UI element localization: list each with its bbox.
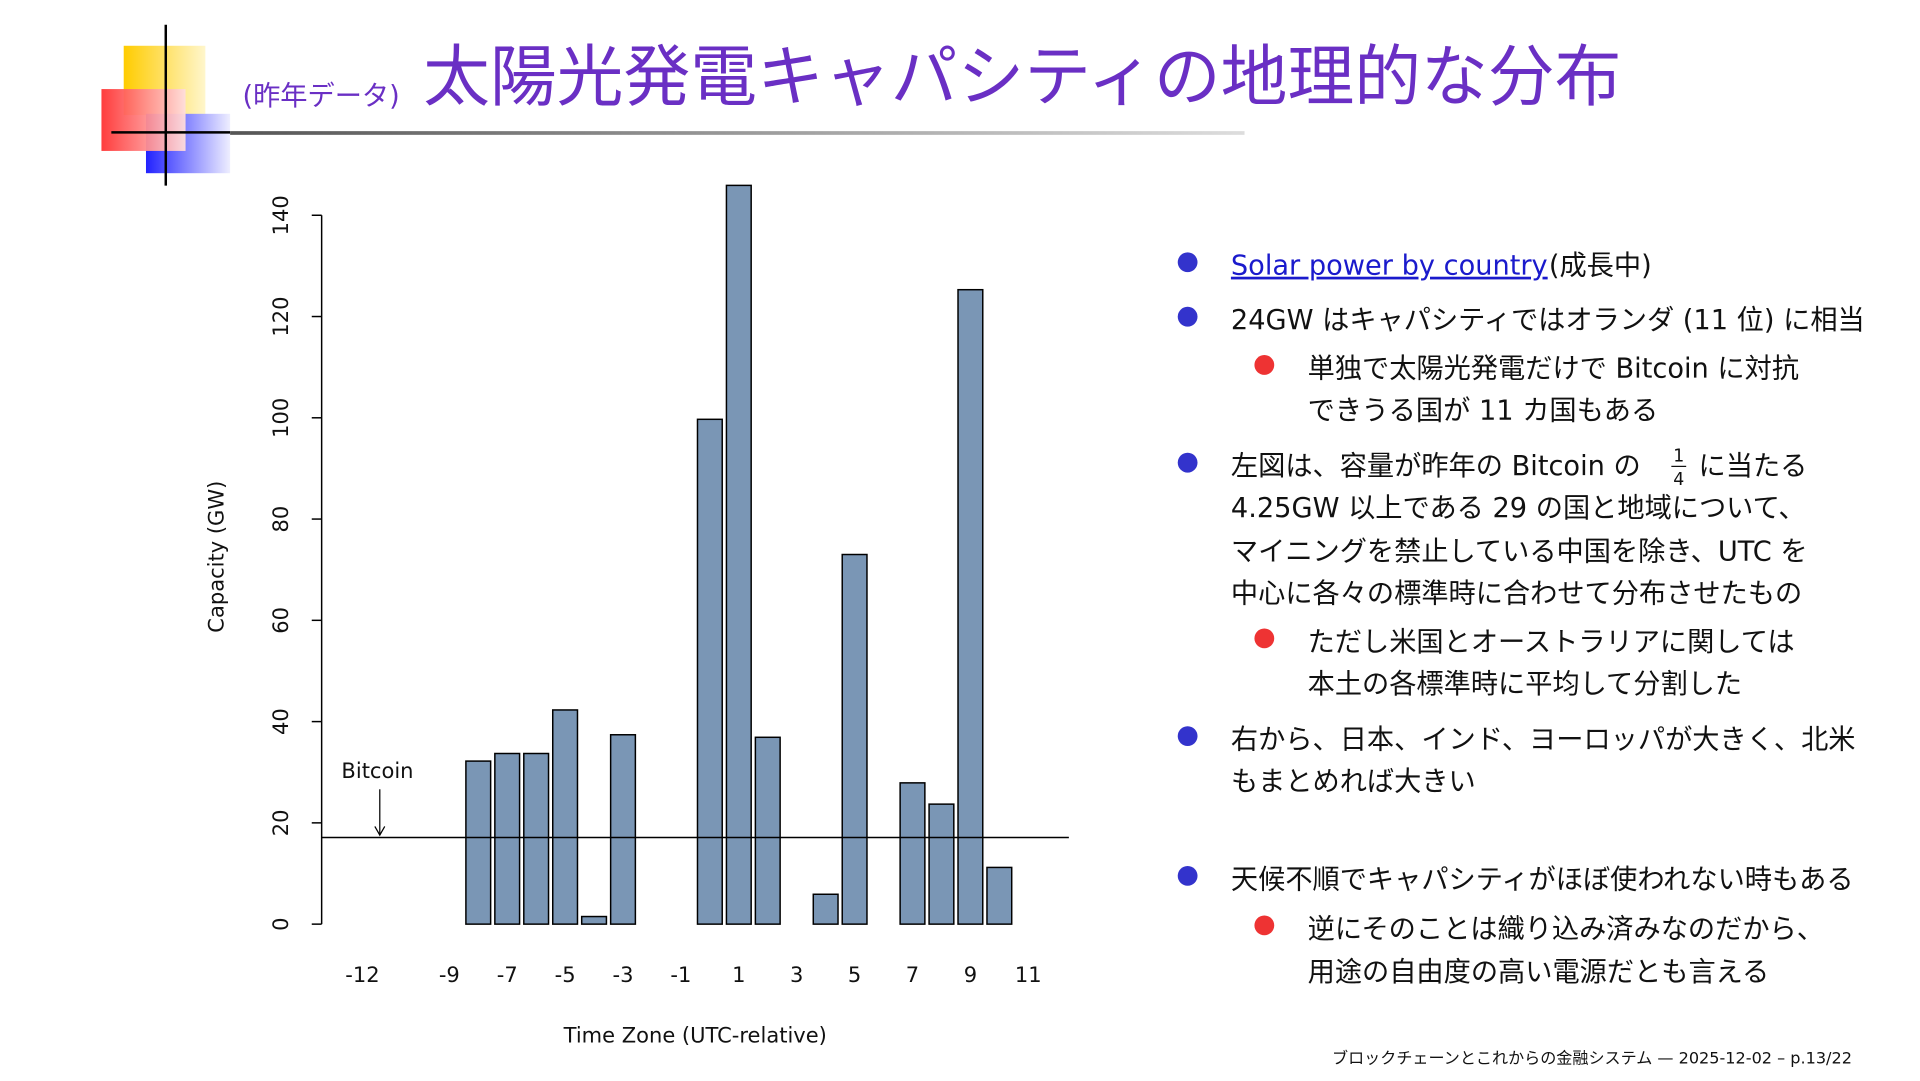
x-tick-label: -9	[439, 962, 460, 987]
bullet-text: に当たる	[1699, 451, 1808, 482]
x-tick-label: 5	[848, 962, 861, 987]
bullet-text: 中心に各々の標準時に合わせて分布させたもの	[1231, 579, 1802, 610]
bullet-dot	[1177, 865, 1198, 886]
sub-bullet-dot	[1254, 355, 1275, 375]
y-tick-label: 100	[268, 398, 293, 438]
x-tick-label: -5	[555, 962, 576, 987]
sub-bullet-dot	[1254, 628, 1275, 649]
sub-bullet-text: 用途の自由度の高い電源だとも言える	[1308, 957, 1770, 988]
bullets: Solar power by country (成長中) 24GW はキャパシテ…	[1177, 251, 1865, 988]
x-tick-label: 3	[790, 962, 803, 987]
title-prefix: (昨年データ)	[242, 81, 399, 112]
arrow-head	[374, 826, 386, 837]
x-tick-label: -12	[345, 962, 379, 987]
logo	[101, 24, 231, 186]
sub-bullet-text: 本土の各標準時に平均して分割した	[1308, 669, 1742, 700]
y-tick-label: 120	[268, 296, 293, 336]
y-tick-label: 20	[268, 809, 293, 836]
sub-bullet-text: できうる国が 11 カ国もある	[1308, 395, 1659, 426]
bullet-dot	[1177, 452, 1198, 473]
x-tick-label: 11	[1015, 962, 1042, 987]
bar	[494, 752, 521, 925]
bullet-text: 天候不順でキャパシティがほぼ使われない時もある	[1231, 864, 1854, 895]
bar	[609, 734, 637, 925]
sub-bullet-text: 逆にそのことは織り込み済みなのだから、	[1308, 914, 1824, 945]
sub-bullet-text: 単独で太陽光発電だけで Bitcoin に対抗	[1308, 353, 1799, 384]
bullet-dot	[1177, 252, 1198, 273]
x-tick-label: 9	[964, 962, 977, 987]
bar	[899, 782, 926, 925]
bar	[754, 736, 781, 925]
bullet-text: (成長中)	[1549, 251, 1652, 282]
sub-bullet-text: ただし米国とオーストラリアに関しては	[1308, 627, 1795, 658]
sub-bullet-dot	[1254, 915, 1275, 936]
y-tick-label: 80	[268, 506, 293, 533]
y-tick-label: 0	[268, 917, 293, 930]
x-tick-label: 7	[906, 962, 919, 987]
bar	[465, 760, 492, 925]
bar	[986, 866, 1013, 925]
bullet-dot	[1177, 306, 1198, 327]
annotation: Bitcoin	[341, 758, 413, 783]
bar	[928, 803, 955, 925]
bar	[725, 184, 752, 925]
link[interactable]: Solar power by country	[1231, 251, 1548, 282]
bullet-text: 左図は、容量が昨年の Bitcoin の	[1231, 451, 1641, 482]
bar	[957, 288, 984, 925]
bar	[696, 418, 723, 925]
fraction-den: 4	[1673, 470, 1684, 490]
x-tick-label: -7	[497, 962, 518, 987]
footer: ブロックチェーンとこれからの金融システム — 2025-12-02 – p.13…	[1332, 1048, 1852, 1067]
fraction-num: 1	[1673, 446, 1684, 466]
bullet-dot	[1177, 726, 1198, 746]
bar	[580, 915, 608, 925]
chart: 0 20 40 60 80 100 120 140 Capacity (GW) Time Zone…	[204, 184, 1069, 1048]
bar	[551, 709, 579, 925]
bar	[812, 893, 839, 925]
title-rule	[230, 131, 1245, 135]
y-tick-label: 60	[268, 607, 293, 634]
y-tick-label: 140	[268, 195, 293, 235]
bullet-text: 24GW はキャパシティではオランダ (11 位) に相当	[1231, 305, 1865, 336]
bar	[841, 553, 868, 925]
x-tick-label: -3	[613, 962, 634, 987]
x-axis-label: Time Zone (UTC-relative)	[563, 1023, 827, 1048]
x-tick-label: -1	[670, 962, 691, 987]
x-tick-label: 1	[732, 962, 745, 987]
bullet-text: マイニングを禁止している中国を除き、UTC を	[1231, 536, 1808, 567]
slide-title: 太陽光発電キャパシティの地理的な分布	[423, 38, 1621, 116]
y-axis-label: Capacity (GW)	[204, 481, 229, 633]
bar	[523, 752, 550, 925]
y-tick-label: 40	[268, 708, 293, 735]
bullet-text: 右から、日本、インド、ヨーロッパが大きく、北米	[1231, 725, 1856, 756]
bullet-text: もまとめれば大きい	[1231, 767, 1476, 798]
bullet-text: 4.25GW 以上である 29 の国と地域について、	[1231, 493, 1806, 524]
